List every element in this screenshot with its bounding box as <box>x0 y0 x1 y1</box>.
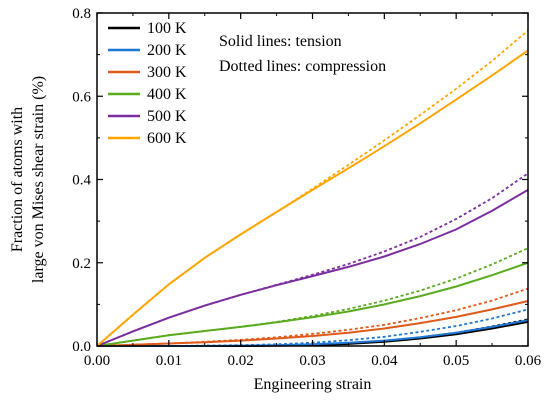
y-tick-label: 0.0 <box>72 339 91 355</box>
x-tick-label: 0.00 <box>84 353 110 369</box>
legend-label-400-k: 400 K <box>147 86 187 103</box>
x-tick-label: 0.01 <box>156 353 182 369</box>
series-400-k-tension <box>96 261 529 347</box>
y-tick-label: 0.8 <box>72 6 91 22</box>
legend-label-100-k: 100 K <box>147 20 187 37</box>
x-tick-label: 0.04 <box>371 353 398 369</box>
legend-label-300-k: 300 K <box>147 64 187 81</box>
legend-label-200-k: 200 K <box>147 42 187 59</box>
annotation-tension: Solid lines: tension <box>219 33 342 50</box>
legend-label-600-k: 600 K <box>147 130 187 147</box>
annotation-compression: Dotted lines: compression <box>219 58 386 75</box>
y-axis-title-line-1: Fraction of atoms with <box>9 107 26 252</box>
x-tick-label: 0.02 <box>228 353 254 369</box>
y-axis-title-line-2: large von Mises shear strain (%) <box>30 76 47 283</box>
y-tick-label: 0.2 <box>72 256 91 272</box>
legend: 100 K 200 K 300 K 400 K 500 K 600 K <box>108 20 187 147</box>
y-tick-label: 0.4 <box>72 173 91 189</box>
x-tick-label: 0.05 <box>443 353 469 369</box>
x-tick-label: 0.06 <box>515 353 542 369</box>
series-600-k-tension <box>96 49 529 347</box>
ticks-layer: 0.00 0.01 0.02 0.03 0.04 0.05 0.06 0.0 0.2 0.4 0.6… <box>72 6 541 369</box>
x-tick-label: 0.03 <box>299 353 325 369</box>
legend-label-500-k: 500 K <box>147 108 187 125</box>
x-axis-title: Engineering strain <box>254 376 372 393</box>
series-500-k-tension <box>96 189 529 347</box>
y-tick-label: 0.6 <box>72 89 91 105</box>
